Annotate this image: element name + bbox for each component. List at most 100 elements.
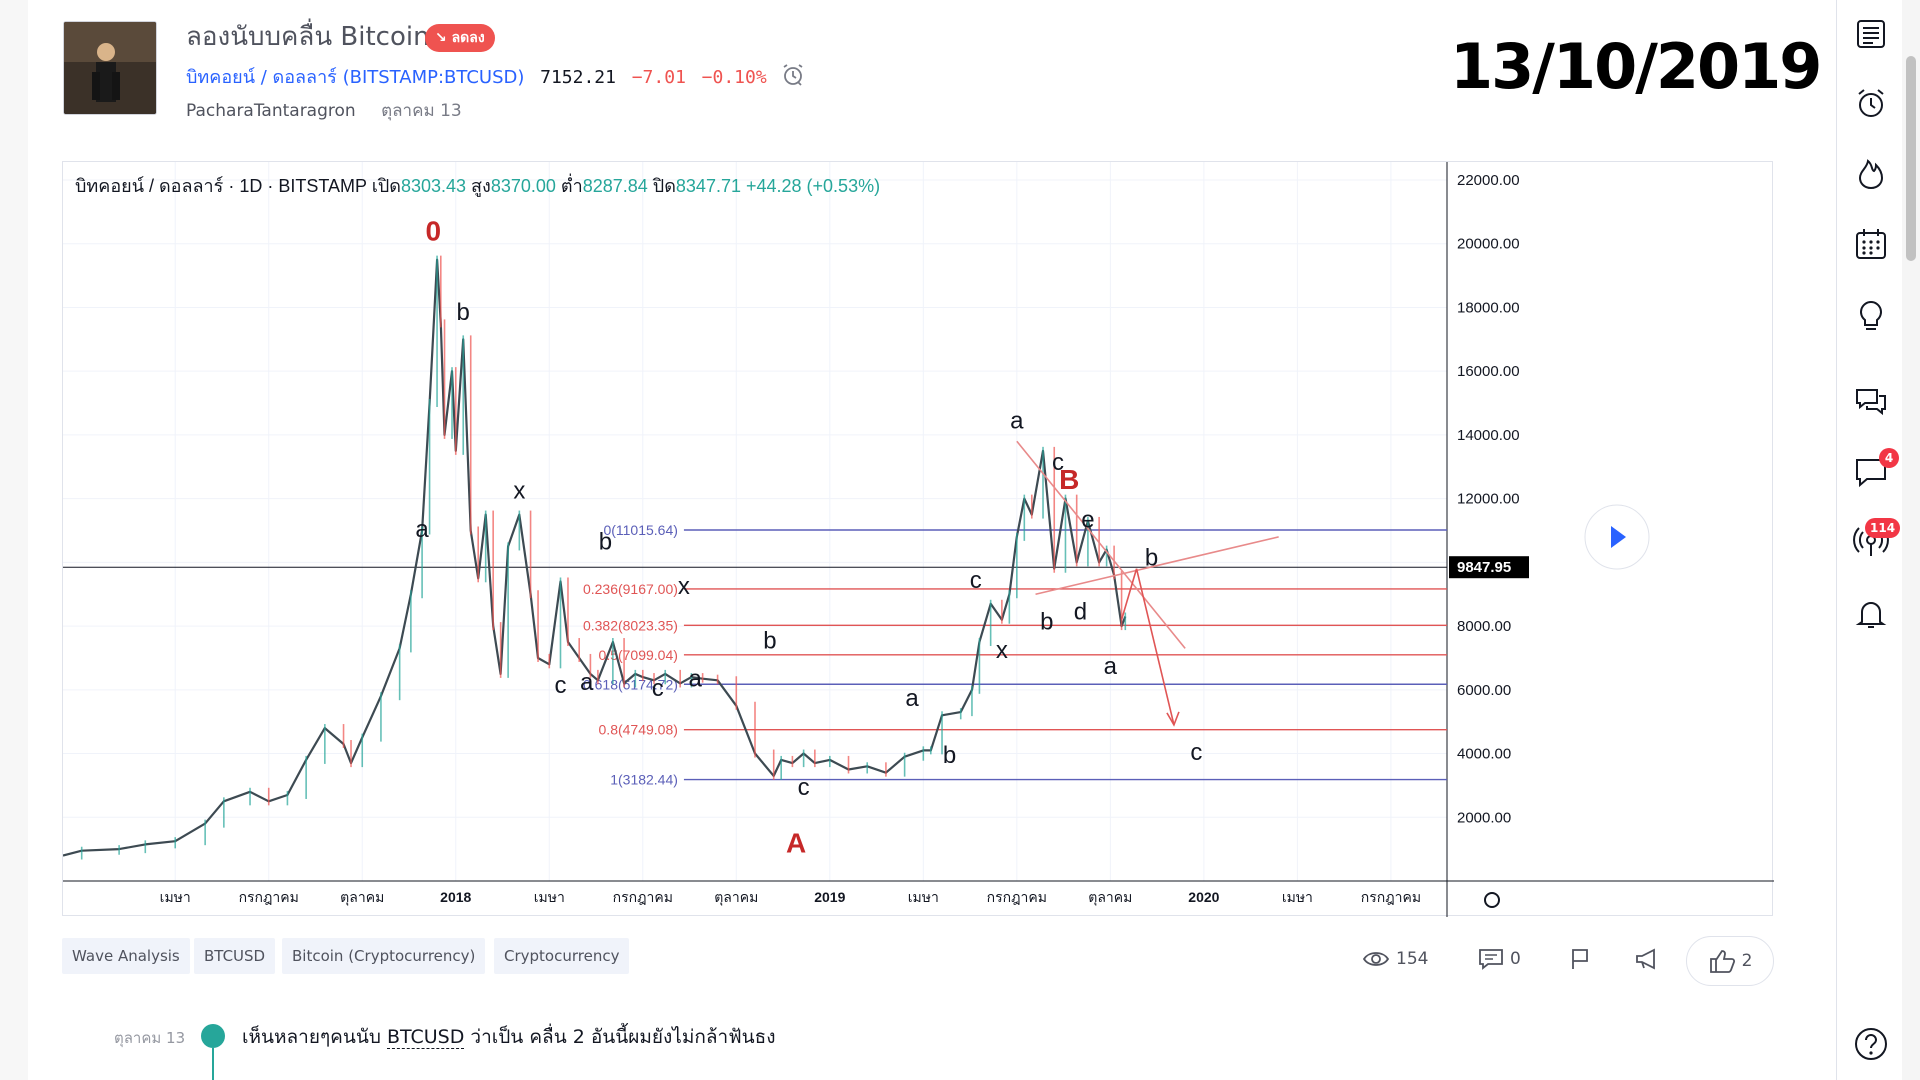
symbol-code-link[interactable]: (BITSTAMP:BTCUSD) [342,67,525,88]
timeline-text-end: ว่าเป็น คลื่น 2 อันนี้ผมยังไม่กล้าฟันธง [464,1026,776,1048]
wave-label: b [1145,545,1158,572]
symbol-change: −7.01 [631,67,686,88]
arrow-head [1166,711,1180,727]
thumbs-up-icon [1709,950,1735,973]
y-tick-label: 14000.00 [1457,427,1520,444]
timeline-dot [201,1024,225,1048]
alarm-clock-icon[interactable] [780,62,806,88]
y-tick-label: 16000.00 [1457,363,1520,380]
watchlist-icon[interactable] [1853,16,1889,52]
views-count: 154 [1396,949,1429,969]
overlay-date-text: 13/10/2019 [1450,30,1822,103]
fib-level-label: 1(3182.44) [610,772,678,788]
report-button[interactable] [1568,944,1598,974]
trend-line [1120,568,1138,620]
wave-label: x [996,637,1008,664]
wave-label: b [763,627,776,654]
megaphone-icon [1636,948,1655,970]
share-button[interactable] [1634,944,1666,974]
price-chart[interactable]: 22000.00 20000.00 18000.00 16000.00 14000.00… [63,162,1774,917]
y-tick-label: 4000.00 [1457,746,1511,763]
timeline-symbol-link[interactable]: BTCUSD [386,1026,465,1049]
comments-count: 0 [1510,949,1521,969]
scrollbar-thumb[interactable] [1906,56,1916,261]
messages-badge: 4 [1879,448,1899,468]
comment-icon [1479,949,1503,970]
timeline-description: เห็นหลายๆคนนับ BTCUSD ว่าเป็น คลื่น 2 อั… [242,1022,776,1052]
tag-bitcoin[interactable]: Bitcoin (Cryptocurrency) [282,938,486,974]
trend-line [1035,536,1279,596]
author-name[interactable]: PacharaTantaragron [186,101,356,121]
wave-label: c [798,774,810,801]
tag-wave-analysis[interactable]: Wave Analysis [62,938,190,974]
flag-icon [1572,949,1588,969]
wave-label: A [786,827,806,858]
calendar-icon[interactable] [1853,226,1889,262]
x-tick-label: กรกฎาคม [613,889,673,905]
trend-line [1016,440,1186,649]
x-tick-label: เมษา [908,889,939,905]
fib-level-label: 0.382(8023.35) [583,617,678,633]
legend-part: 8347.71 [676,176,746,196]
x-tick-label: 2020 [1188,889,1219,905]
idea-title: ลองนับบคลื่น Bitcoin [186,22,430,52]
last-price-box [1449,556,1529,579]
chart-container[interactable]: 22000.00 20000.00 18000.00 16000.00 14000.00… [62,161,1774,917]
streams-badge: 114 [1865,518,1901,538]
ideas-lightbulb-icon[interactable] [1853,298,1889,334]
wave-label: a [905,685,919,712]
wave-label: b [599,529,612,556]
legend-part: 8287.84 [583,176,653,196]
x-tick-label: เมษา [1282,889,1313,905]
alert-clock-icon[interactable] [1853,86,1889,122]
help-icon[interactable] [1853,1026,1889,1062]
notifications-bell-icon[interactable] [1853,596,1889,632]
legend-part: สูง [471,176,491,197]
x-tick-label: กรกฎาคม [239,889,299,905]
symbol-line: บิทคอยน์ / ดอลลาร์ (BITSTAMP:BTCUSD) 715… [186,62,767,91]
wave-label: b [1040,608,1053,635]
timeline-text-start: เห็นหลายๆคนนับ [242,1026,387,1048]
author-avatar[interactable] [63,21,157,115]
wave-label: a [415,516,429,543]
comments-button[interactable]: 0 [1478,944,1521,974]
wave-label: a [580,669,594,696]
y-tick-label: 6000.00 [1457,682,1511,699]
page-scrollbar[interactable] [1902,0,1920,1080]
wave-label: b [943,742,956,769]
legend-part: +44.28 (+0.53%) [746,176,880,196]
x-tick-label: ตุลาคม [1088,889,1132,906]
publish-date: ตุลาคม 13 [381,101,462,121]
hotlist-flame-icon[interactable] [1853,156,1889,192]
wave-label: B [1059,464,1079,495]
y-tick-label: 2000.00 [1457,809,1511,826]
symbol-change-pct: −0.10% [701,67,767,88]
chart-legend: บิทคอยน์ / ดอลลาร์ · 1D · BITSTAMP เปิด8… [75,173,880,197]
wave-label: c [652,675,664,702]
trend-line [1135,568,1175,726]
play-icon [1611,526,1626,548]
wave-label: 0 [426,216,442,247]
y-tick-label: 20000.00 [1457,236,1520,253]
x-tick-label: 2018 [440,889,471,905]
x-tick-label: 2019 [814,889,845,905]
legend-part: ปิด [652,176,675,196]
tag-cryptocurrency[interactable]: Cryptocurrency [494,938,630,974]
tag-btcusd[interactable]: BTCUSD [194,938,276,974]
wave-label: e [1081,506,1094,533]
wave-label: x [678,573,690,600]
chats-icon[interactable] [1853,384,1889,420]
symbol-name-link[interactable]: บิทคอยน์ / ดอลลาร์ [186,67,337,88]
x-tick-label: กรกฎาคม [987,889,1047,905]
wave-label: c [1190,739,1202,766]
y-tick-label: 18000.00 [1457,299,1520,316]
left-gutter [0,0,28,1080]
wave-label: a [688,666,702,693]
wave-label: x [513,478,525,505]
fib-level-label: 0.236(9167.00) [583,581,678,597]
wave-label: c [970,567,982,594]
like-button[interactable]: 2 [1686,936,1774,986]
wave-label: d [1074,599,1087,626]
wave-label: c [554,672,566,699]
